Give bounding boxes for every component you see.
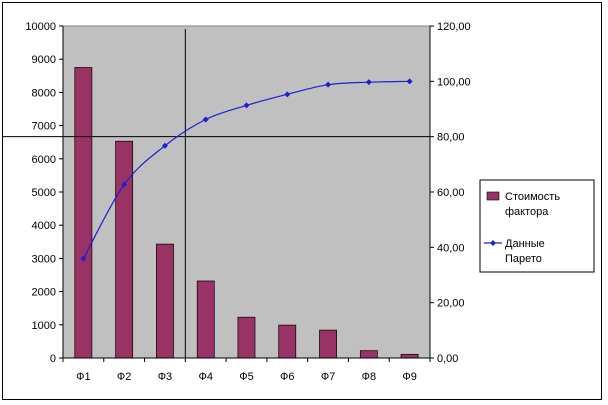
pareto-chart: 0 1000 2000 3000 4000 5000 6000 7000 8000 9000 100… (2, 2, 602, 400)
legend-line-label-line2: Парето (505, 253, 542, 265)
pareto-point-Ф3 (161, 142, 168, 149)
left-tick-label-3000: 3000 (32, 253, 56, 265)
legend-bar-swatch (486, 191, 500, 201)
bar-Ф8 (359, 350, 378, 359)
legend: Стоимость фактора Данные Парето (479, 179, 595, 273)
bar-Ф3 (156, 243, 174, 359)
x-tick-label-Ф6: Ф6 (280, 371, 294, 383)
bar-Ф4 (196, 280, 215, 359)
right-tick-label-20,00: 20,00 (437, 298, 465, 310)
left-tick-label-7000: 7000 (32, 121, 56, 133)
axes-layer: 0 1000 2000 3000 4000 5000 6000 7000 8000 9000 100… (25, 21, 470, 383)
left-tick-label-4000: 4000 (32, 220, 56, 232)
right-tick-label-120,00: 120,00 (437, 21, 471, 33)
bar-Ф6 (278, 324, 297, 359)
pareto-point-Ф2 (121, 181, 128, 188)
x-tick-label-Ф1: Ф1 (76, 371, 90, 383)
left-tick-label-9000: 9000 (32, 54, 56, 66)
x-tick-label-Ф9: Ф9 (402, 371, 416, 383)
legend-bar-label-line1: Стоимость (505, 191, 560, 203)
left-tick-label-6000: 6000 (32, 154, 56, 166)
bar-Ф9 (400, 353, 419, 359)
bar-Ф5 (237, 316, 256, 359)
bar-Ф2 (115, 140, 134, 359)
right-tick-label-40,00: 40,00 (437, 242, 465, 254)
pareto-point-Ф6 (284, 91, 291, 98)
pareto-point-Ф7 (325, 81, 332, 88)
pareto-point-Ф1 (80, 255, 87, 262)
left-tick-label-2000: 2000 (32, 287, 56, 299)
pareto-point-Ф9 (406, 78, 413, 85)
bar-Ф7 (319, 329, 337, 359)
right-tick-label-100,00: 100,00 (437, 76, 471, 88)
bars-layer (74, 67, 419, 359)
right-tick-label-0,00: 0,00 (437, 353, 458, 365)
pareto-line-layer (80, 78, 413, 262)
left-tick-label-0: 0 (50, 353, 56, 365)
pareto-point-Ф8 (365, 79, 372, 86)
legend-bar-label-line2: фактора (505, 206, 549, 218)
bar-Ф1 (74, 67, 93, 359)
x-tick-label-Ф7: Ф7 (321, 371, 335, 383)
chart-canvas: 0 1000 2000 3000 4000 5000 6000 7000 8000 9000 100… (2, 2, 602, 400)
legend-line-marker (490, 240, 496, 246)
right-tick-label-60,00: 60,00 (437, 187, 465, 199)
left-tick-label-1000: 1000 (32, 320, 56, 332)
left-tick-label-5000: 5000 (32, 187, 56, 199)
reference-lines (2, 29, 430, 358)
left-tick-label-8000: 8000 (32, 87, 56, 99)
x-tick-label-Ф8: Ф8 (362, 371, 376, 383)
right-tick-label-80,00: 80,00 (437, 132, 465, 144)
x-tick-label-Ф3: Ф3 (158, 371, 172, 383)
pareto-point-Ф4 (202, 116, 209, 123)
x-tick-label-Ф4: Ф4 (198, 371, 212, 383)
pareto-point-Ф5 (243, 102, 250, 109)
x-tick-label-Ф5: Ф5 (239, 371, 253, 383)
legend-line-label-line1: Данные (505, 238, 545, 250)
left-tick-label-10000: 10000 (25, 21, 56, 33)
x-tick-label-Ф2: Ф2 (117, 371, 131, 383)
